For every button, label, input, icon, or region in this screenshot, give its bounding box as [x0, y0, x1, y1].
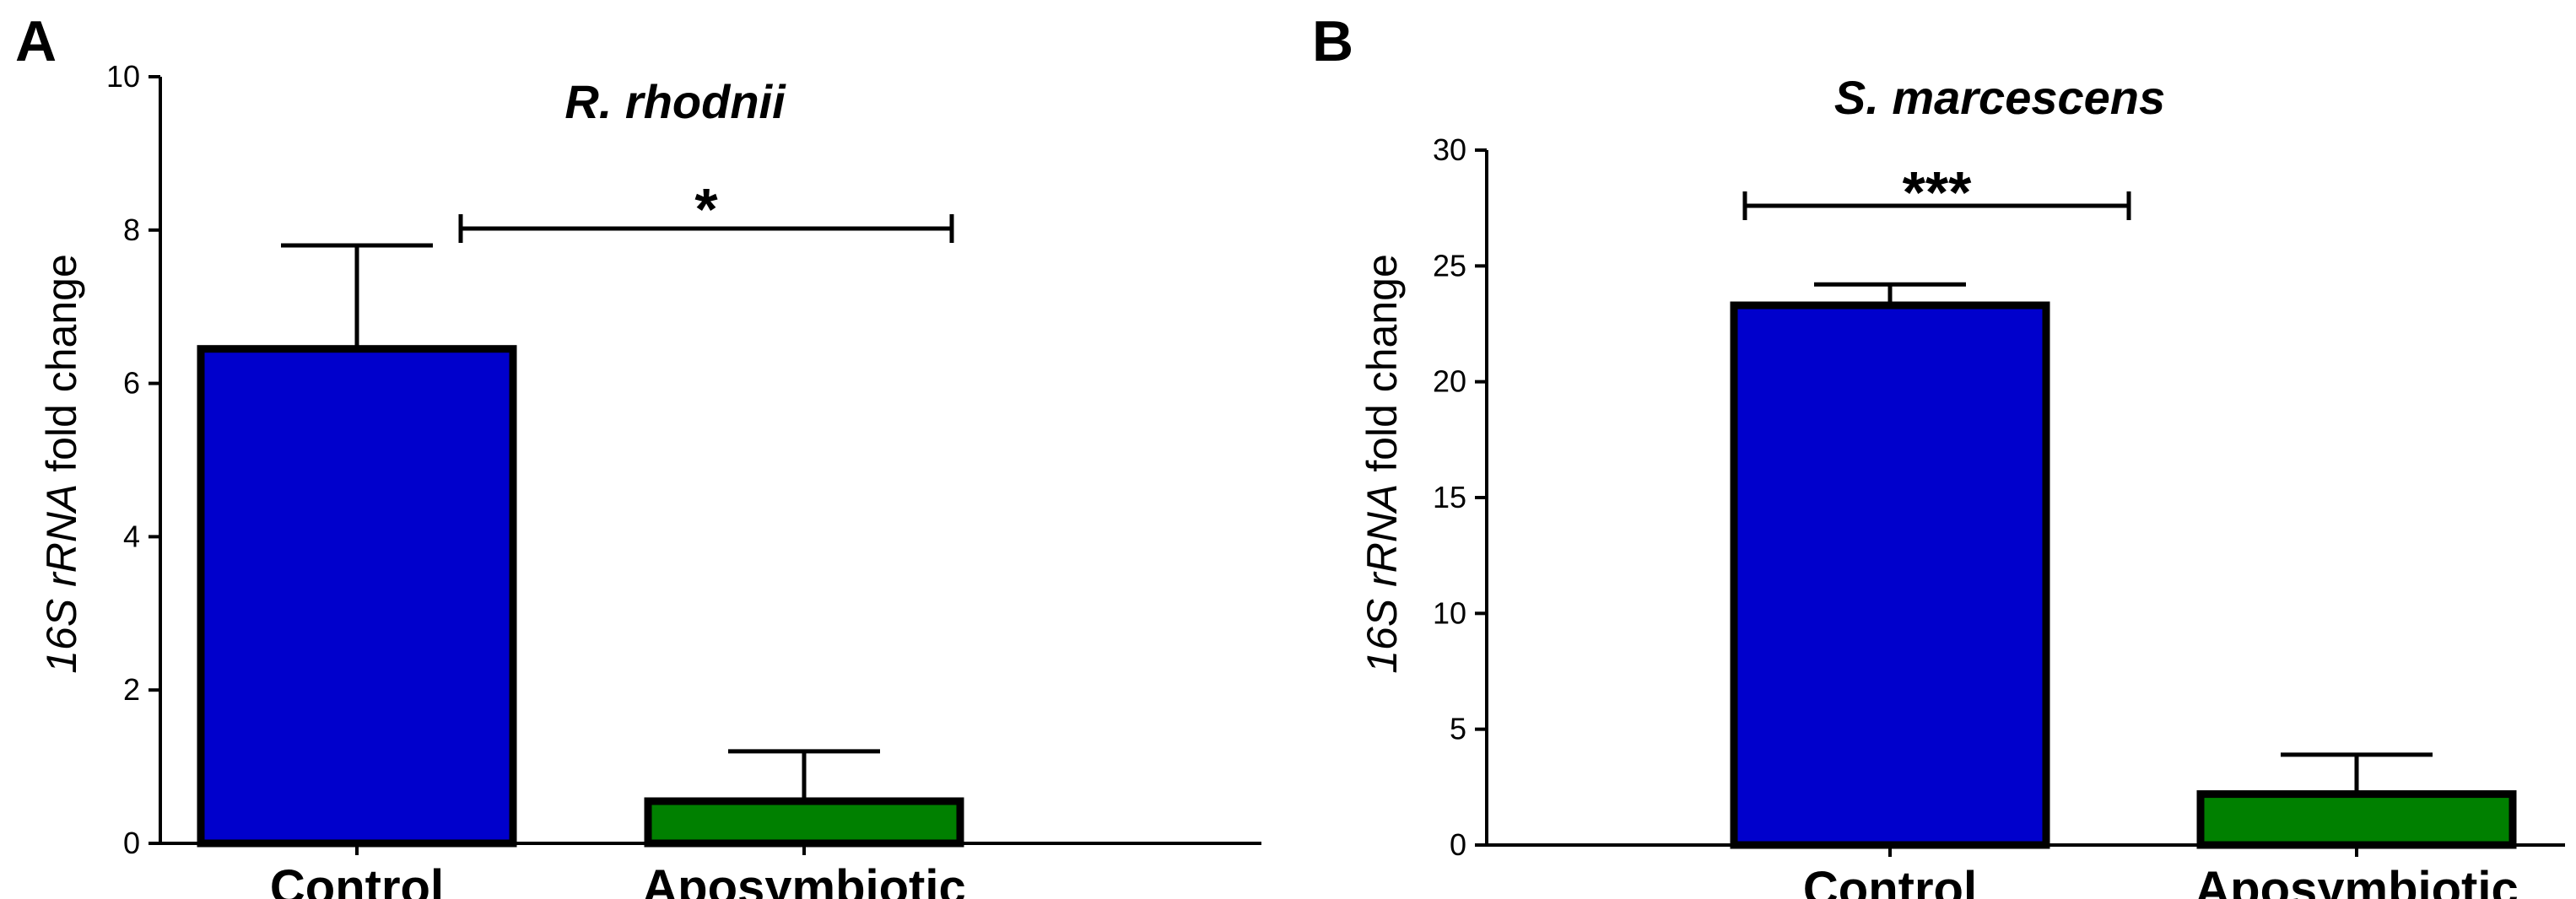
panel-b-y-tick-label-25: 25 [1433, 248, 1466, 283]
panel-a-letter: A [15, 9, 57, 73]
panel-b-y-tick-label-30: 30 [1433, 132, 1466, 167]
panel-a-y-tick-label-0: 0 [123, 826, 140, 860]
panel-b-bar-aposymbiotic [2196, 790, 2517, 849]
panel-b-plot-area: 0 5 10 15 20 25 30 Control Aposymbiotic *** [1433, 132, 2565, 899]
panel-b-chart: B S. marcescens 16S rRNA fold change 0 5 1… [1312, 9, 2565, 899]
panel-a-y-tick-label-6: 6 [123, 366, 140, 401]
panel-b-category-label-control: Control [1803, 862, 1977, 899]
panel-a-plot-area: 0 2 4 6 8 10 Control Aposymbiotic * [106, 59, 1261, 899]
panel-b-y-tick-label-20: 20 [1433, 364, 1466, 399]
panel-b-letter: B [1312, 9, 1353, 73]
panel-a-significance-marker: * [694, 176, 718, 242]
panel-a-title: R. rhodnii [564, 75, 786, 128]
panel-a-y-axis-label-rest: fold change [38, 254, 85, 483]
panel-b-y-axis-label: 16S rRNA fold change [1358, 254, 1406, 674]
panel-a-y-tick-label-10: 10 [106, 59, 140, 94]
panel-a-category-label-aposymbiotic: Aposymbiotic [642, 860, 966, 899]
panel-a-y-tick-label-8: 8 [123, 213, 140, 247]
panel-b-bar-control [1730, 301, 2050, 849]
panel-a-bar-aposymbiotic [644, 797, 964, 848]
panel-b-title: S. marcescens [1834, 71, 2165, 124]
panel-b-significance-marker: *** [1903, 159, 1972, 225]
panel-a-chart: A R. rhodnii 16S rRNA fold change 0 2 4 6 8 1… [15, 9, 1261, 899]
panel-a-y-tick-label-2: 2 [123, 672, 140, 707]
panel-a-y-axis-label-italic: 16S rRNA [38, 484, 85, 674]
panel-b-y-axis-label-italic: 16S rRNA [1358, 484, 1406, 674]
panel-a-bar-control [197, 345, 517, 848]
panel-b-y-axis-label-rest: fold change [1358, 254, 1406, 483]
panel-a-y-tick-label-4: 4 [123, 519, 140, 553]
panel-b-y-tick-label-10: 10 [1433, 595, 1466, 630]
panel-a-y-axis-label: 16S rRNA fold change [38, 254, 85, 674]
panel-b-y-tick-label-5: 5 [1450, 712, 1466, 746]
panel-b-category-label-aposymbiotic: Aposymbiotic [2195, 862, 2519, 899]
panel-b-y-tick-label-15: 15 [1433, 480, 1466, 514]
panel-b-y-tick-label-0: 0 [1450, 827, 1466, 862]
panel-a-category-label-control: Control [270, 860, 444, 899]
